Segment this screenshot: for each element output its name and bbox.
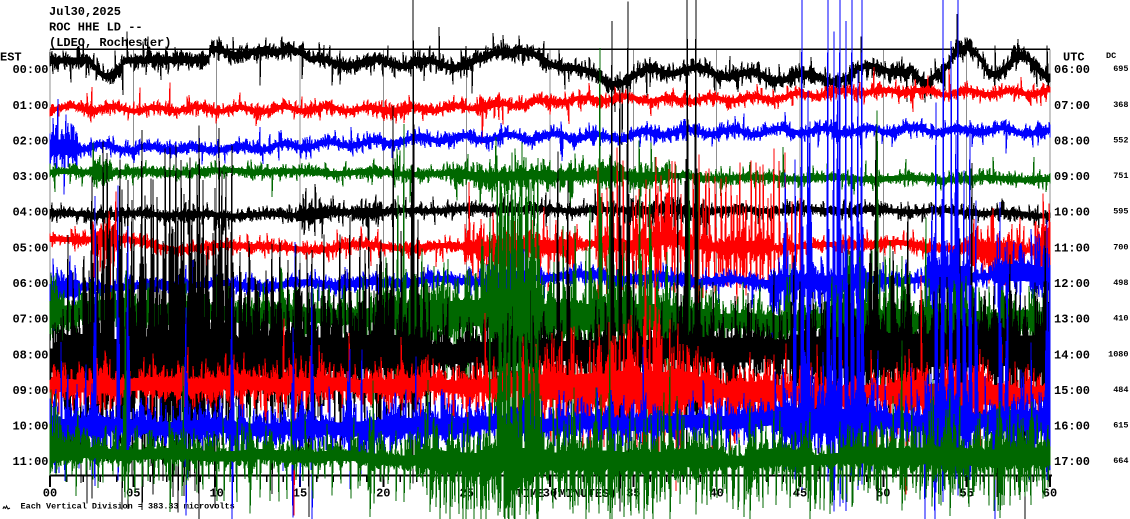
svg-text:08:00: 08:00 — [1054, 134, 1090, 148]
svg-text:15:00: 15:00 — [1054, 384, 1090, 398]
svg-text:700: 700 — [1113, 242, 1128, 252]
svg-text:10:00: 10:00 — [12, 420, 48, 434]
svg-text:06:00: 06:00 — [12, 277, 48, 291]
svg-text:11:00: 11:00 — [12, 455, 48, 469]
svg-text:498: 498 — [1113, 278, 1128, 288]
svg-text:60: 60 — [1043, 487, 1057, 501]
svg-text:552: 552 — [1113, 135, 1128, 145]
svg-text:14:00: 14:00 — [1054, 348, 1090, 362]
svg-text:01:00: 01:00 — [12, 99, 48, 113]
svg-text:07:00: 07:00 — [12, 313, 48, 327]
svg-text:10:00: 10:00 — [1054, 206, 1090, 220]
svg-text:07:00: 07:00 — [1054, 99, 1090, 113]
svg-text:410: 410 — [1113, 314, 1128, 324]
svg-text:664: 664 — [1113, 456, 1128, 466]
svg-text:TIME (MINUTES): TIME (MINUTES) — [516, 487, 617, 501]
svg-text:Jul30,2025: Jul30,2025 — [49, 5, 121, 19]
svg-text:00: 00 — [43, 487, 57, 501]
svg-text:06:00: 06:00 — [1054, 63, 1090, 77]
svg-text:1080: 1080 — [1108, 349, 1128, 359]
svg-text:DC: DC — [1106, 51, 1116, 61]
svg-text:04:00: 04:00 — [12, 206, 48, 220]
svg-text:02:00: 02:00 — [12, 134, 48, 148]
svg-text:(LDEO, Rochester): (LDEO, Rochester) — [49, 36, 171, 50]
svg-text:55: 55 — [959, 487, 973, 501]
svg-text:695: 695 — [1113, 64, 1128, 74]
svg-text:20: 20 — [376, 487, 390, 501]
svg-text:ROC HHE LD --: ROC HHE LD -- — [49, 21, 143, 35]
svg-text:15: 15 — [293, 487, 307, 501]
svg-text:17:00: 17:00 — [1054, 455, 1090, 469]
svg-text:09:00: 09:00 — [1054, 170, 1090, 184]
svg-text:09:00: 09:00 — [12, 384, 48, 398]
svg-text:751: 751 — [1113, 171, 1128, 181]
svg-text:UTC: UTC — [1063, 51, 1085, 65]
svg-text:13:00: 13:00 — [1054, 313, 1090, 327]
svg-text:16:00: 16:00 — [1054, 420, 1090, 434]
svg-text:615: 615 — [1113, 421, 1128, 431]
svg-text:595: 595 — [1113, 207, 1128, 217]
svg-text:30: 30 — [543, 487, 557, 501]
svg-text:EST: EST — [0, 51, 22, 65]
svg-text:368: 368 — [1113, 100, 1128, 110]
svg-text:08:00: 08:00 — [12, 348, 48, 362]
svg-text:11:00: 11:00 — [1054, 241, 1090, 255]
svg-text:03:00: 03:00 — [12, 170, 48, 184]
svg-text:12:00: 12:00 — [1054, 277, 1090, 291]
svg-text:484: 484 — [1113, 385, 1128, 395]
svg-text:00:00: 00:00 — [12, 63, 48, 77]
svg-text:05: 05 — [126, 487, 140, 501]
svg-text:45: 45 — [793, 487, 807, 501]
svg-text:05:00: 05:00 — [12, 241, 48, 255]
